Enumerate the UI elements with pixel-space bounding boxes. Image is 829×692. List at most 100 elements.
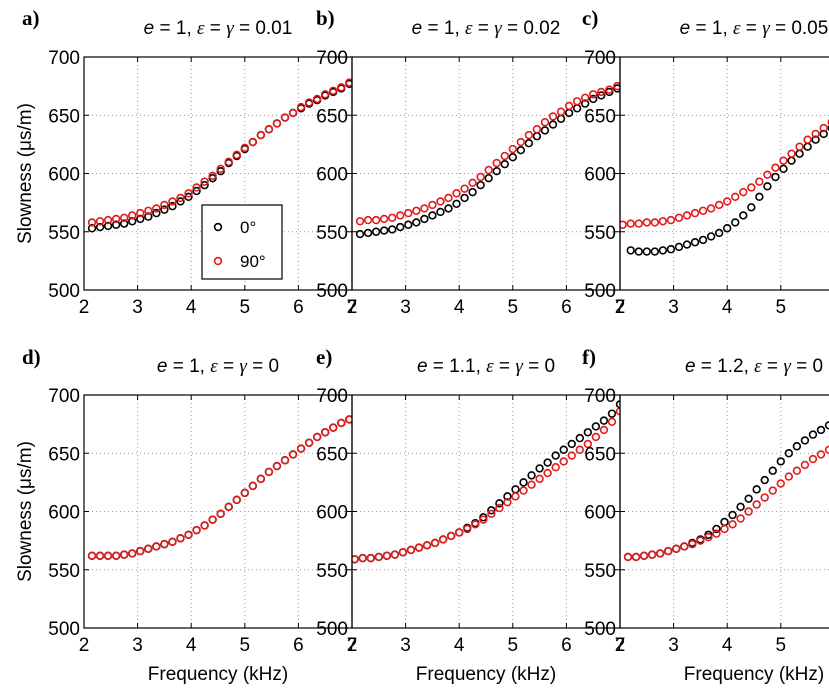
y-tick-label: 550 — [48, 223, 80, 244]
data-point — [819, 123, 828, 133]
data-point — [495, 499, 504, 508]
data-point — [516, 146, 526, 155]
data-point — [422, 541, 432, 550]
x-tick-label: 3 — [132, 635, 143, 656]
data-point — [704, 532, 713, 542]
data-point — [559, 457, 568, 466]
data-point — [626, 219, 635, 228]
data-point — [256, 130, 266, 140]
data-point — [144, 206, 153, 215]
title-part: ε — [486, 356, 494, 377]
panel-title: e = 1, ε = γ = 0.01 — [144, 18, 293, 39]
data-point — [355, 217, 365, 226]
data-point — [763, 182, 772, 191]
data-point — [532, 125, 542, 134]
data-point — [87, 224, 97, 233]
y-tick-label: 700 — [48, 386, 80, 407]
data-point — [312, 94, 322, 104]
data-point — [808, 430, 818, 439]
data-point — [597, 87, 606, 97]
legend: 0° 90° — [201, 204, 283, 280]
data-point — [232, 150, 241, 160]
data-point — [564, 101, 574, 111]
data-point — [248, 481, 258, 491]
data-point — [674, 213, 684, 222]
data-point — [460, 193, 469, 203]
data-point — [548, 112, 558, 121]
data-point — [599, 425, 609, 435]
x-tick-label: 5 — [240, 297, 251, 318]
x-tick-label: 4 — [186, 297, 197, 318]
data-point — [647, 550, 657, 559]
title-part: e — [144, 18, 155, 39]
panel-letter: c) — [582, 6, 598, 30]
data-point — [556, 114, 566, 123]
title-part: ε — [210, 356, 218, 377]
data-point — [288, 450, 298, 459]
data-point — [599, 416, 609, 425]
data-point — [160, 205, 169, 214]
data-point — [650, 247, 660, 256]
legend-label: 0° — [240, 218, 256, 237]
x-tick-label: 2 — [79, 635, 90, 656]
y-tick-label: 700 — [584, 48, 616, 69]
y-tick-label: 550 — [316, 223, 348, 244]
legend-label: 90° — [240, 252, 266, 271]
data-point — [503, 492, 512, 501]
data-point — [446, 531, 456, 541]
data-point — [666, 215, 676, 225]
data-point — [690, 208, 700, 218]
data-point — [168, 201, 177, 211]
x-tick-label: 4 — [454, 297, 465, 318]
data-point — [216, 164, 225, 174]
data-point — [321, 428, 330, 437]
data-point — [642, 218, 651, 227]
y-tick-label: 600 — [584, 165, 616, 186]
data-point — [208, 171, 217, 181]
panel-title: e = 1, ε = γ = 0.05 — [680, 18, 829, 39]
data-point — [484, 173, 493, 183]
data-point — [768, 466, 777, 475]
data-point — [792, 466, 802, 475]
title-part: γ — [239, 356, 247, 377]
data-point — [698, 206, 708, 215]
data-point — [639, 551, 649, 560]
y-tick-label: 600 — [316, 503, 348, 524]
data-point — [588, 94, 598, 104]
data-point — [664, 546, 673, 556]
y-tick-label: 650 — [584, 444, 616, 465]
data-point — [337, 418, 346, 428]
data-point — [736, 514, 745, 523]
data-point — [575, 433, 584, 443]
data-point — [444, 193, 453, 203]
data-point — [224, 157, 233, 167]
x-tick-label: 2 — [615, 635, 626, 656]
y-tick-label: 500 — [316, 281, 348, 302]
data-point — [312, 432, 322, 442]
data-point — [688, 539, 697, 549]
data-point — [803, 142, 812, 151]
data-point — [516, 137, 526, 147]
data-point — [508, 152, 517, 162]
x-tick-label: 7 — [347, 297, 358, 318]
data-point — [390, 550, 400, 559]
data-point — [763, 170, 772, 179]
data-point — [329, 86, 338, 95]
data-point — [487, 509, 496, 519]
data-point — [690, 238, 700, 247]
x-tick-label: 7 — [615, 297, 626, 318]
y-tick-label: 500 — [316, 619, 348, 640]
legend-marker — [213, 222, 223, 232]
title-part: ε — [733, 18, 741, 39]
y-tick-label: 550 — [584, 561, 616, 582]
x-axis-label: Frequency (kHz) — [416, 664, 556, 685]
data-point — [712, 524, 721, 534]
data-point — [728, 520, 737, 529]
title-part: = 1, — [690, 18, 733, 39]
panel-c: 234567500550600650700c)e = 1, ε = γ = 0.… — [582, 6, 829, 318]
data-point — [658, 246, 668, 255]
data-point — [111, 214, 121, 224]
y-tick-label: 500 — [48, 281, 80, 302]
